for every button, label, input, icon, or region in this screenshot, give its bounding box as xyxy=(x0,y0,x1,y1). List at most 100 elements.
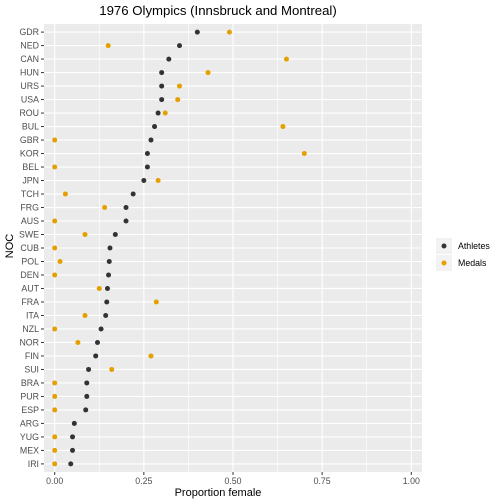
athletes-point xyxy=(152,124,158,130)
y-tick-label: GDR xyxy=(19,27,39,37)
medals-point xyxy=(205,70,211,76)
athletes-point xyxy=(71,420,77,426)
athletes-point xyxy=(83,407,89,413)
x-tick-label: 0.50 xyxy=(224,476,241,486)
medals-point xyxy=(52,245,58,251)
legend-label-medals: Medals xyxy=(458,258,487,268)
y-tick-label: CUB xyxy=(20,243,39,253)
medals-point xyxy=(52,447,58,453)
athletes-point xyxy=(123,205,129,211)
medals-point xyxy=(96,285,102,291)
medals-point xyxy=(52,434,58,440)
athletes-point xyxy=(159,83,165,89)
medals-point xyxy=(283,56,289,62)
athletes-point xyxy=(112,232,118,238)
x-tick-label: 0.00 xyxy=(46,476,63,486)
athletes-point xyxy=(104,285,110,291)
y-tick-label: KOR xyxy=(20,149,39,159)
medals-point xyxy=(102,205,108,211)
y-tick-label: GBR xyxy=(20,135,39,145)
y-tick-label: SUI xyxy=(24,364,39,374)
y-tick-label: FRG xyxy=(20,203,39,213)
legend: Athletes Medals xyxy=(436,238,490,271)
x-tick-label: 1.00 xyxy=(403,476,420,486)
gridlines xyxy=(44,24,422,472)
legend-label-athletes: Athletes xyxy=(458,241,490,251)
y-tick-label: AUS xyxy=(21,216,39,226)
athletes-point xyxy=(104,299,110,305)
medals-point xyxy=(155,178,161,184)
athletes-point xyxy=(144,164,150,170)
athletes-point xyxy=(106,272,112,278)
x-tick-label: 0.75 xyxy=(314,476,331,486)
medals-point xyxy=(52,164,58,170)
y-tick-label: ROU xyxy=(19,108,39,118)
y-tick-label: URS xyxy=(20,81,39,91)
y-tick-label: YUG xyxy=(20,432,39,442)
y-tick-label: CAN xyxy=(20,54,39,64)
medals-point xyxy=(52,272,58,278)
athletes-point xyxy=(148,137,154,143)
medals-point xyxy=(175,97,181,103)
medals-point xyxy=(280,124,286,130)
y-axis-title: NOC xyxy=(4,234,16,259)
y-tick-label: DEN xyxy=(20,270,39,280)
medals-point xyxy=(153,299,159,305)
y-tick-label: NED xyxy=(20,41,39,51)
athletes-point xyxy=(93,353,99,359)
athletes-point xyxy=(70,447,76,453)
y-tick-label: IRI xyxy=(28,459,39,469)
medals-point xyxy=(52,326,58,332)
medals-point xyxy=(109,366,115,372)
medals-point xyxy=(82,312,88,318)
athletes-point xyxy=(144,151,150,157)
athletes-point xyxy=(84,380,90,386)
athletes-point xyxy=(194,29,200,35)
medals-point xyxy=(52,218,58,224)
medals-point xyxy=(177,83,183,89)
medals-point xyxy=(57,258,63,264)
athletes-point xyxy=(159,97,165,103)
y-tick-label: USA xyxy=(21,95,39,105)
medals-point xyxy=(62,191,68,197)
athletes-point xyxy=(106,258,112,264)
medals-point xyxy=(226,29,232,35)
y-tick-label: NZL xyxy=(22,324,39,334)
y-tick-label: SWE xyxy=(19,230,39,240)
y-tick-label: ITA xyxy=(26,310,39,320)
medals-point xyxy=(52,407,58,413)
y-tick-label: FIN xyxy=(25,351,39,361)
athletes-point xyxy=(86,366,92,372)
y-tick-label: POL xyxy=(21,256,39,266)
y-tick-label: BEL xyxy=(22,162,39,172)
athletes-point xyxy=(103,312,109,318)
medals-point xyxy=(301,151,307,157)
y-tick-label: TCH xyxy=(21,189,39,199)
y-tick-label: AUT xyxy=(21,283,39,293)
y-tick-label: ESP xyxy=(21,405,39,415)
medals-point xyxy=(52,137,58,143)
medals-point xyxy=(52,393,58,399)
legend-swatch-athletes xyxy=(441,243,447,249)
y-tick-label: HUN xyxy=(20,68,39,78)
y-tick-label: BUL xyxy=(22,122,39,132)
x-axis-title: Proportion female xyxy=(175,487,262,499)
athletes-point xyxy=(70,434,76,440)
y-axis-ticks: GDR NED CAN HUN URS USA ROU BUL GBR KOR BEL JPN TCH F… xyxy=(19,27,44,469)
medals-point xyxy=(52,380,58,386)
data-points xyxy=(52,29,307,467)
x-tick-label: 0.25 xyxy=(135,476,152,486)
athletes-point xyxy=(68,461,74,467)
athletes-point xyxy=(107,245,113,251)
medals-point xyxy=(105,43,111,49)
y-tick-label: FRA xyxy=(21,297,39,307)
athletes-point xyxy=(94,339,100,345)
athletes-point xyxy=(155,110,161,116)
y-tick-label: BRA xyxy=(21,378,39,388)
medals-point xyxy=(148,353,154,359)
x-axis-ticks: 0.00 0.25 0.50 0.75 1.00 xyxy=(46,472,420,486)
medals-point xyxy=(75,339,81,345)
athletes-point xyxy=(166,56,172,62)
athletes-point xyxy=(177,43,183,49)
